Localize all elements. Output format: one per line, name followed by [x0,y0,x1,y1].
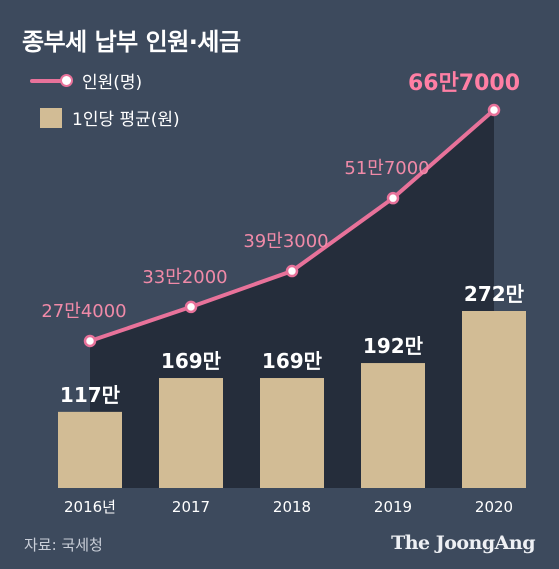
x-tick-label: 2018 [273,498,311,516]
line-point [386,191,400,205]
bar [260,378,324,488]
x-tick-label: 2017 [172,498,210,516]
bar-label: 192만 [363,334,424,358]
bar [159,378,223,488]
bar-label: 117만 [60,383,121,407]
bar [58,411,122,488]
bar-label: 169만 [262,349,323,373]
legend-bar-label: 1인당 평균(원) [72,110,180,130]
legend-bar-swatch [40,107,62,128]
x-tick-label: 2019 [374,498,412,516]
line-label: 27만4000 [41,301,126,322]
line-label: 51만7000 [344,158,429,179]
line-point [184,300,198,314]
x-tick-label: 2020 [475,498,513,516]
legend-line-swatch [30,73,73,88]
bar [361,363,425,488]
line-point [285,264,299,278]
brand-logo: The JoongAng [391,532,535,554]
legend-line-label: 인원(명) [82,73,143,93]
chart-title: 종부세 납부 인원·세금 [22,28,241,56]
bar-label: 272만 [464,282,525,306]
line-point [487,103,501,117]
x-tick-label: 2016년 [64,498,116,516]
legend-line-item: 인원(명) [30,68,142,93]
bar [462,311,526,488]
line-label: 39만3000 [243,231,328,252]
source-note: 자료: 국세청 [24,536,103,554]
line-point [83,334,97,348]
line-label: 33만2000 [142,267,227,288]
bar-label: 169만 [161,349,222,373]
line-label: 66만7000 [408,71,520,96]
legend-bar-item: 1인당 평균(원) [30,105,180,130]
